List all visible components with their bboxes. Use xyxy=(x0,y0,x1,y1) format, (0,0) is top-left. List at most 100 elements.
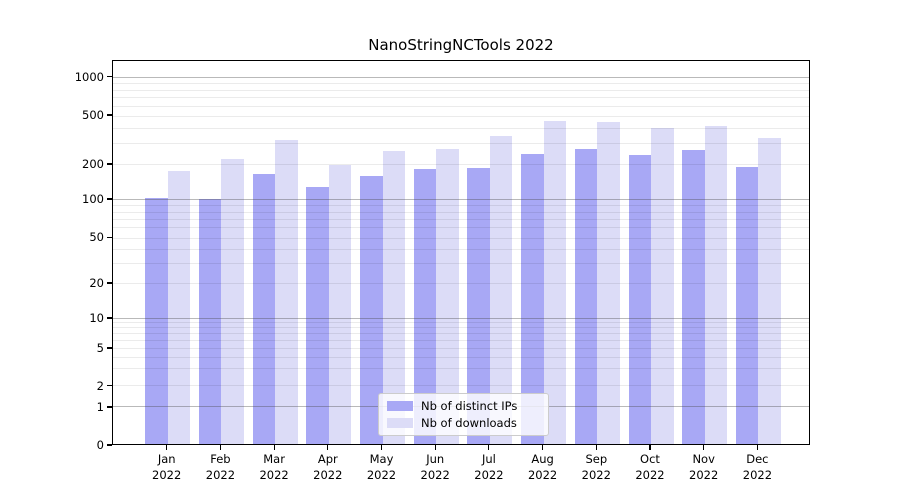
bar-downloads-apr xyxy=(328,164,352,444)
bar-downloads-feb xyxy=(221,159,244,444)
minor-gridline xyxy=(113,322,809,324)
legend-item: Nb of downloads xyxy=(379,416,548,430)
bar-distinct-ips-nov xyxy=(682,150,705,444)
x-tick-label: Jun 2022 xyxy=(420,452,450,482)
x-tick-mark xyxy=(380,445,383,450)
major-gridline xyxy=(113,199,809,201)
bar-distinct-ips-jul xyxy=(467,167,490,444)
y-tick-mark xyxy=(107,347,112,349)
y-tick-label: 0 xyxy=(96,438,104,452)
bar-distinct-ips-jun xyxy=(413,168,437,444)
bar-downloads-mar xyxy=(275,139,298,444)
x-tick-mark xyxy=(219,445,221,450)
legend-item: Nb of distinct IPs xyxy=(379,399,548,413)
bar-downloads-aug xyxy=(543,120,567,444)
minor-gridline xyxy=(113,356,809,358)
x-tick-mark xyxy=(166,445,168,450)
minor-gridline xyxy=(113,89,809,91)
y-tick-label: 2 xyxy=(96,378,104,393)
chart-title: NanoStringNCTools 2022 xyxy=(368,36,554,54)
bar-downloads-jan xyxy=(167,170,191,444)
bar-distinct-ips-jan xyxy=(145,197,168,444)
legend-label: Nb of distinct IPs xyxy=(421,398,518,413)
bar-distinct-ips-apr xyxy=(306,186,329,444)
minor-gridline xyxy=(113,327,809,329)
x-tick-mark xyxy=(703,445,705,450)
bar-distinct-ips-dec xyxy=(735,167,759,444)
x-tick-mark xyxy=(595,445,597,450)
plot-area: Nb of distinct IPs Nb of downloads xyxy=(112,60,810,445)
bar-downloads-dec xyxy=(758,138,781,444)
legend: Nb of distinct IPs Nb of downloads xyxy=(378,393,549,436)
minor-gridline xyxy=(113,339,809,341)
minor-gridline xyxy=(113,218,809,220)
y-tick-label: 50 xyxy=(89,230,104,245)
minor-gridline xyxy=(113,127,809,129)
bar-downloads-sep xyxy=(597,122,620,444)
y-tick-mark xyxy=(107,198,112,200)
y-tick-mark xyxy=(107,282,112,284)
y-tick-mark xyxy=(107,317,112,319)
y-tick-label: 200 xyxy=(82,156,104,171)
x-tick-label: Oct 2022 xyxy=(635,452,665,482)
bar-distinct-ips-may xyxy=(360,175,383,444)
y-tick-label: 500 xyxy=(82,108,104,123)
minor-gridline xyxy=(113,282,809,284)
x-tick-label: Jan 2022 xyxy=(152,452,182,482)
x-tick-label: Mar 2022 xyxy=(259,452,289,482)
x-tick-label: Dec 2022 xyxy=(742,452,773,482)
bar-distinct-ips-oct xyxy=(628,155,651,444)
y-tick-mark xyxy=(107,163,112,165)
x-tick-mark xyxy=(542,445,544,450)
y-tick-mark xyxy=(107,384,112,387)
x-tick-label: Nov 2022 xyxy=(689,452,719,482)
bars-layer xyxy=(113,61,809,444)
x-tick-mark xyxy=(649,445,651,450)
y-tick-label: 5 xyxy=(96,341,104,356)
major-gridline xyxy=(113,77,809,79)
y-tick-label: 100 xyxy=(82,191,104,206)
minor-gridline xyxy=(113,211,809,213)
minor-gridline xyxy=(113,384,809,386)
minor-gridline xyxy=(113,97,809,99)
bar-downloads-nov xyxy=(704,126,728,444)
x-tick-label: Sep 2022 xyxy=(581,452,611,482)
x-tick-mark xyxy=(434,445,436,450)
x-tick-label: Jul 2022 xyxy=(474,452,504,482)
bar-distinct-ips-aug xyxy=(521,154,544,444)
minor-gridline xyxy=(113,347,809,349)
bar-distinct-ips-mar xyxy=(252,174,276,444)
minor-gridline xyxy=(113,105,809,107)
minor-gridline xyxy=(113,83,809,85)
bar-downloads-may xyxy=(382,151,405,444)
bar-downloads-jul xyxy=(489,136,513,444)
x-tick-mark xyxy=(488,445,490,450)
y-tick-label: 20 xyxy=(89,275,104,290)
minor-gridline xyxy=(113,227,809,229)
x-tick-label: Aug 2022 xyxy=(527,452,558,482)
minor-gridline xyxy=(113,142,809,144)
x-tick-mark xyxy=(756,445,758,450)
legend-swatch xyxy=(387,400,413,411)
y-tick-label: 1000 xyxy=(74,69,104,84)
legend-swatch xyxy=(387,418,413,429)
minor-gridline xyxy=(113,115,809,117)
y-tick-mark xyxy=(107,406,112,408)
major-gridline xyxy=(113,317,809,319)
y-tick-mark xyxy=(107,444,112,446)
bar-distinct-ips-sep xyxy=(574,149,598,444)
x-tick-label: Apr 2022 xyxy=(313,452,343,482)
minor-gridline xyxy=(113,368,809,370)
y-tick-label: 10 xyxy=(89,310,104,325)
gridlines-layer xyxy=(113,61,809,444)
legend-label: Nb of downloads xyxy=(421,416,517,431)
y-tick-mark xyxy=(107,75,112,78)
minor-gridline xyxy=(113,205,809,207)
bar-distinct-ips-feb xyxy=(198,199,222,444)
y-tick-label: 1 xyxy=(96,400,104,414)
x-tick-mark xyxy=(327,445,329,450)
bar-downloads-oct xyxy=(651,128,674,444)
minor-gridline xyxy=(113,333,809,334)
minor-gridline xyxy=(113,164,809,166)
